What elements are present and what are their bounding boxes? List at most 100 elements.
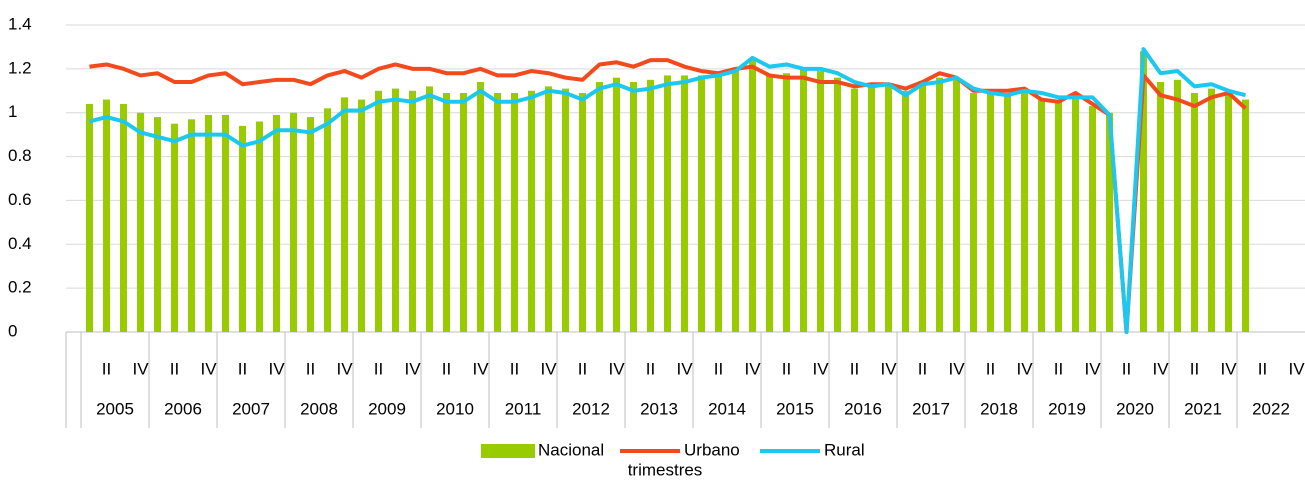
bar bbox=[1191, 92, 1198, 332]
x-tick-label: IV bbox=[1152, 359, 1169, 378]
bar bbox=[953, 79, 960, 332]
bar bbox=[800, 68, 807, 332]
bar bbox=[613, 77, 620, 332]
y-tick-label: 0 bbox=[8, 321, 17, 340]
bar bbox=[868, 84, 875, 332]
x-group-label: 2009 bbox=[368, 399, 406, 418]
bar bbox=[409, 90, 416, 333]
bar bbox=[1072, 95, 1079, 333]
bar bbox=[562, 88, 569, 332]
x-tick-label: II bbox=[1258, 359, 1267, 378]
x-tick-label: II bbox=[714, 359, 723, 378]
x-group-label: 2021 bbox=[1184, 399, 1222, 418]
x-group-label: 2022 bbox=[1252, 399, 1290, 418]
x-tick-label: II bbox=[1054, 359, 1063, 378]
x-tick-label: II bbox=[986, 359, 995, 378]
bar bbox=[392, 88, 399, 332]
bar bbox=[919, 82, 926, 332]
y-tick-label: 0.6 bbox=[8, 190, 32, 209]
x-tick-label: II bbox=[102, 359, 111, 378]
y-tick-label: 0.8 bbox=[8, 146, 32, 165]
bar bbox=[290, 112, 297, 332]
bar bbox=[103, 99, 110, 332]
x-group-label: 2014 bbox=[708, 399, 746, 418]
x-tick-label: IV bbox=[336, 359, 353, 378]
bar bbox=[545, 86, 552, 333]
x-tick-label: IV bbox=[812, 359, 829, 378]
bar bbox=[341, 97, 348, 332]
bar bbox=[256, 121, 263, 332]
x-tick-label: IV bbox=[948, 359, 965, 378]
x-group-label: 2019 bbox=[1048, 399, 1086, 418]
bar bbox=[664, 75, 671, 332]
x-tick-label: IV bbox=[200, 359, 217, 378]
bar bbox=[987, 92, 994, 332]
bar bbox=[511, 92, 518, 332]
bar bbox=[137, 112, 144, 332]
y-tick-label: 0.4 bbox=[8, 234, 32, 253]
bar bbox=[681, 75, 688, 332]
bar bbox=[188, 119, 195, 333]
legend-label: Rural bbox=[824, 440, 865, 459]
x-tick-label: IV bbox=[268, 359, 285, 378]
bar bbox=[970, 92, 977, 332]
bar bbox=[358, 99, 365, 332]
bar bbox=[477, 82, 484, 332]
bar bbox=[324, 108, 331, 332]
bar bbox=[817, 71, 824, 333]
bar bbox=[647, 79, 654, 332]
x-group-label: 2008 bbox=[300, 399, 338, 418]
x-group-label: 2012 bbox=[572, 399, 610, 418]
x-tick-label: IV bbox=[608, 359, 625, 378]
bar bbox=[749, 57, 756, 333]
x-group-label: 2020 bbox=[1116, 399, 1154, 418]
bar bbox=[528, 90, 535, 333]
x-tick-label: IV bbox=[1288, 359, 1305, 378]
bar bbox=[851, 88, 858, 332]
x-tick-label: II bbox=[374, 359, 383, 378]
bar bbox=[171, 123, 178, 332]
x-tick-label: II bbox=[510, 359, 519, 378]
bar bbox=[154, 117, 161, 332]
x-tick-label: II bbox=[646, 359, 655, 378]
bar bbox=[936, 77, 943, 332]
bar bbox=[307, 117, 314, 332]
bar bbox=[885, 86, 892, 333]
bar bbox=[1055, 101, 1062, 332]
bar bbox=[902, 90, 909, 333]
bar bbox=[1004, 92, 1011, 332]
x-tick-label: IV bbox=[744, 359, 761, 378]
bar bbox=[1089, 106, 1096, 332]
bar bbox=[1174, 79, 1181, 332]
x-group-label: 2007 bbox=[232, 399, 270, 418]
bar bbox=[732, 68, 739, 332]
x-tick-label: II bbox=[170, 359, 179, 378]
bar bbox=[494, 92, 501, 332]
x-tick-label: II bbox=[1190, 359, 1199, 378]
x-tick-label: II bbox=[1122, 359, 1131, 378]
line bbox=[89, 58, 1247, 334]
bar bbox=[1038, 99, 1045, 332]
x-group-label: 2018 bbox=[980, 399, 1018, 418]
bar bbox=[443, 92, 450, 332]
y-tick-label: 0.2 bbox=[8, 278, 32, 297]
y-tick-label: 1 bbox=[8, 102, 17, 121]
legend-swatch bbox=[481, 444, 535, 458]
x-tick-label: IV bbox=[1084, 359, 1101, 378]
x-group-label: 2011 bbox=[505, 399, 542, 418]
line bbox=[89, 47, 1246, 334]
bar bbox=[1208, 88, 1215, 332]
bar bbox=[86, 103, 93, 332]
x-group-label: 2017 bbox=[912, 399, 950, 418]
bar bbox=[1140, 51, 1147, 333]
x-tick-label: IV bbox=[472, 359, 489, 378]
bar bbox=[1242, 99, 1249, 332]
bar bbox=[375, 90, 382, 333]
bar bbox=[596, 82, 603, 332]
x-axis-title: trimestres bbox=[628, 460, 703, 479]
bar bbox=[766, 75, 773, 332]
bar bbox=[834, 77, 841, 332]
legend-label: Urbano bbox=[684, 440, 740, 459]
bar bbox=[579, 92, 586, 332]
